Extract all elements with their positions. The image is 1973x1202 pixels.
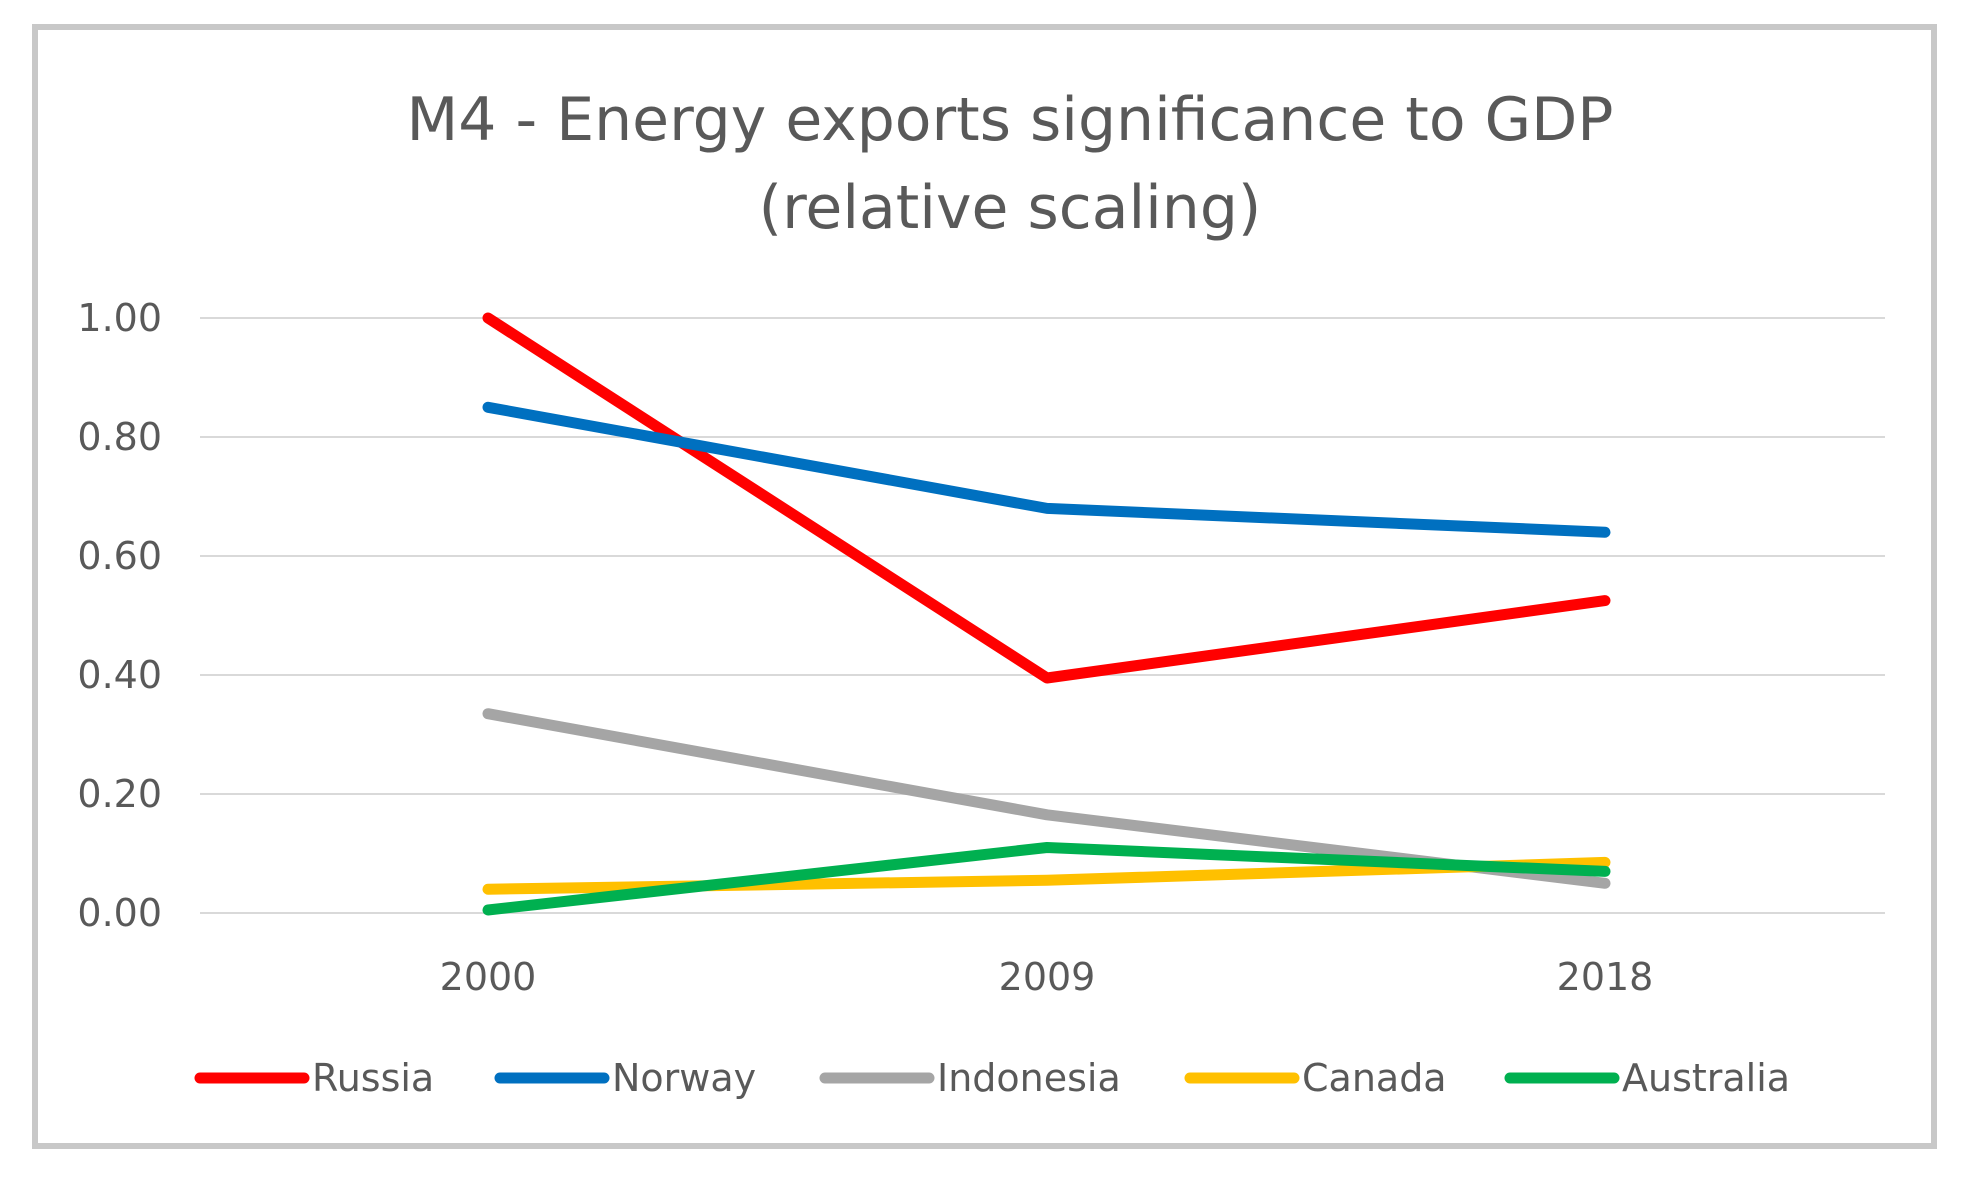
chart-title-line-1: M4 - Energy exports significance to GDP bbox=[406, 85, 1613, 155]
gridlines bbox=[200, 317, 1885, 914]
legend: Russia Norway Indonesia Canada Australia bbox=[194, 1056, 1790, 1100]
x-axis-tick-labels: 2000 2009 2018 bbox=[440, 955, 1654, 999]
chart-title-line-2: (relative scaling) bbox=[759, 173, 1262, 243]
y-tick-label: 1.00 bbox=[77, 296, 162, 340]
legend-label-australia: Australia bbox=[1622, 1056, 1790, 1100]
chart-title: M4 - Energy exports significance to GDP … bbox=[406, 85, 1613, 243]
series-line-norway bbox=[482, 401, 1611, 538]
y-tick-label: 0.80 bbox=[77, 415, 162, 459]
legend-label-russia: Russia bbox=[312, 1056, 434, 1100]
series-line-australia bbox=[482, 842, 1611, 916]
legend-label-indonesia: Indonesia bbox=[937, 1056, 1121, 1100]
y-tick-label: 0.20 bbox=[77, 772, 162, 816]
x-tick-label: 2009 bbox=[999, 955, 1096, 999]
x-tick-label: 2018 bbox=[1557, 955, 1654, 999]
x-tick-label: 2000 bbox=[440, 955, 537, 999]
y-tick-label: 0.60 bbox=[77, 534, 162, 578]
legend-label-canada: Canada bbox=[1302, 1056, 1447, 1100]
y-tick-label: 0.40 bbox=[77, 653, 162, 697]
series-lines bbox=[482, 312, 1611, 916]
y-axis-tick-labels: 0.00 0.20 0.40 0.60 0.80 1.00 bbox=[77, 296, 162, 935]
chart-frame bbox=[32, 24, 1937, 1149]
legend-label-norway: Norway bbox=[612, 1056, 756, 1100]
y-tick-label: 0.00 bbox=[77, 891, 162, 935]
series-line-indonesia bbox=[482, 708, 1611, 889]
series-line-russia bbox=[482, 312, 1611, 684]
